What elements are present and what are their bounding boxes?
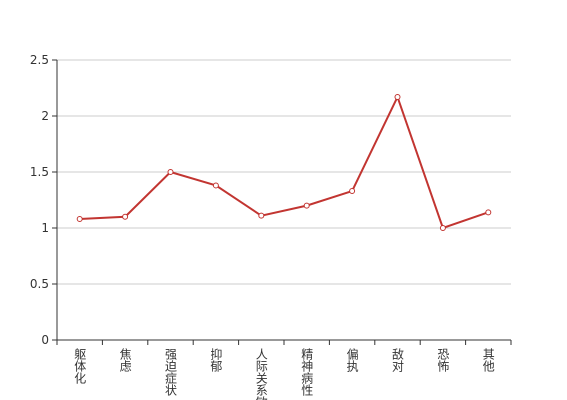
point	[394, 93, 401, 100]
y-tick-label: 1	[41, 221, 49, 235]
x-tick-label: 敌对	[391, 347, 405, 372]
x-tick-label: 躯体化	[73, 347, 87, 385]
y-tick-label: 2	[41, 109, 49, 123]
x-tick-label: 偏执	[345, 347, 359, 373]
x-tick-label: 人际关系敏感	[254, 348, 268, 400]
point	[76, 216, 83, 223]
point	[212, 182, 219, 189]
line	[79, 94, 489, 230]
y-tick-label: 1.5	[30, 165, 49, 179]
y-tick-label: 0	[41, 333, 49, 347]
x-tick-label: 抑郁	[209, 347, 223, 373]
y-tick-label: 0.5	[30, 277, 49, 291]
x-tick-label: 焦虑	[118, 348, 132, 372]
x-tick-label: 精神病性	[300, 348, 314, 397]
point	[303, 202, 310, 209]
x-tick-label: 其他	[481, 348, 495, 372]
point	[167, 169, 174, 175]
x-tick-label: 恐怖	[436, 348, 450, 372]
point	[258, 212, 265, 219]
point	[122, 213, 129, 220]
y-tick-label: 2.5	[30, 53, 49, 67]
point	[439, 225, 446, 231]
point	[485, 209, 492, 216]
x-tick-label: 强迫症状	[164, 348, 178, 396]
point	[349, 188, 356, 195]
